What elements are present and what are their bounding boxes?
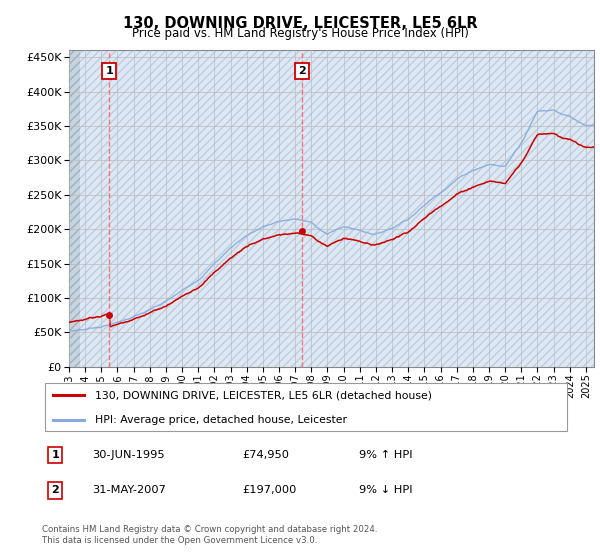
Text: 9% ↑ HPI: 9% ↑ HPI — [359, 450, 412, 460]
Bar — [69, 50, 594, 367]
Text: 2: 2 — [298, 66, 306, 76]
Text: 1: 1 — [52, 450, 59, 460]
Text: 130, DOWNING DRIVE, LEICESTER, LE5 6LR (detached house): 130, DOWNING DRIVE, LEICESTER, LE5 6LR (… — [95, 390, 432, 400]
Text: 30-JUN-1995: 30-JUN-1995 — [92, 450, 165, 460]
Text: 130, DOWNING DRIVE, LEICESTER, LE5 6LR: 130, DOWNING DRIVE, LEICESTER, LE5 6LR — [122, 16, 478, 31]
Bar — [69, 50, 80, 367]
Text: HPI: Average price, detached house, Leicester: HPI: Average price, detached house, Leic… — [95, 414, 347, 424]
Text: 2: 2 — [52, 486, 59, 496]
Text: Price paid vs. HM Land Registry's House Price Index (HPI): Price paid vs. HM Land Registry's House … — [131, 27, 469, 40]
Text: £74,950: £74,950 — [242, 450, 290, 460]
Text: £197,000: £197,000 — [242, 486, 297, 496]
Text: 31-MAY-2007: 31-MAY-2007 — [92, 486, 166, 496]
Text: 9% ↓ HPI: 9% ↓ HPI — [359, 486, 412, 496]
Text: Contains HM Land Registry data © Crown copyright and database right 2024.
This d: Contains HM Land Registry data © Crown c… — [42, 525, 377, 545]
FancyBboxPatch shape — [44, 384, 568, 431]
Text: 1: 1 — [106, 66, 113, 76]
